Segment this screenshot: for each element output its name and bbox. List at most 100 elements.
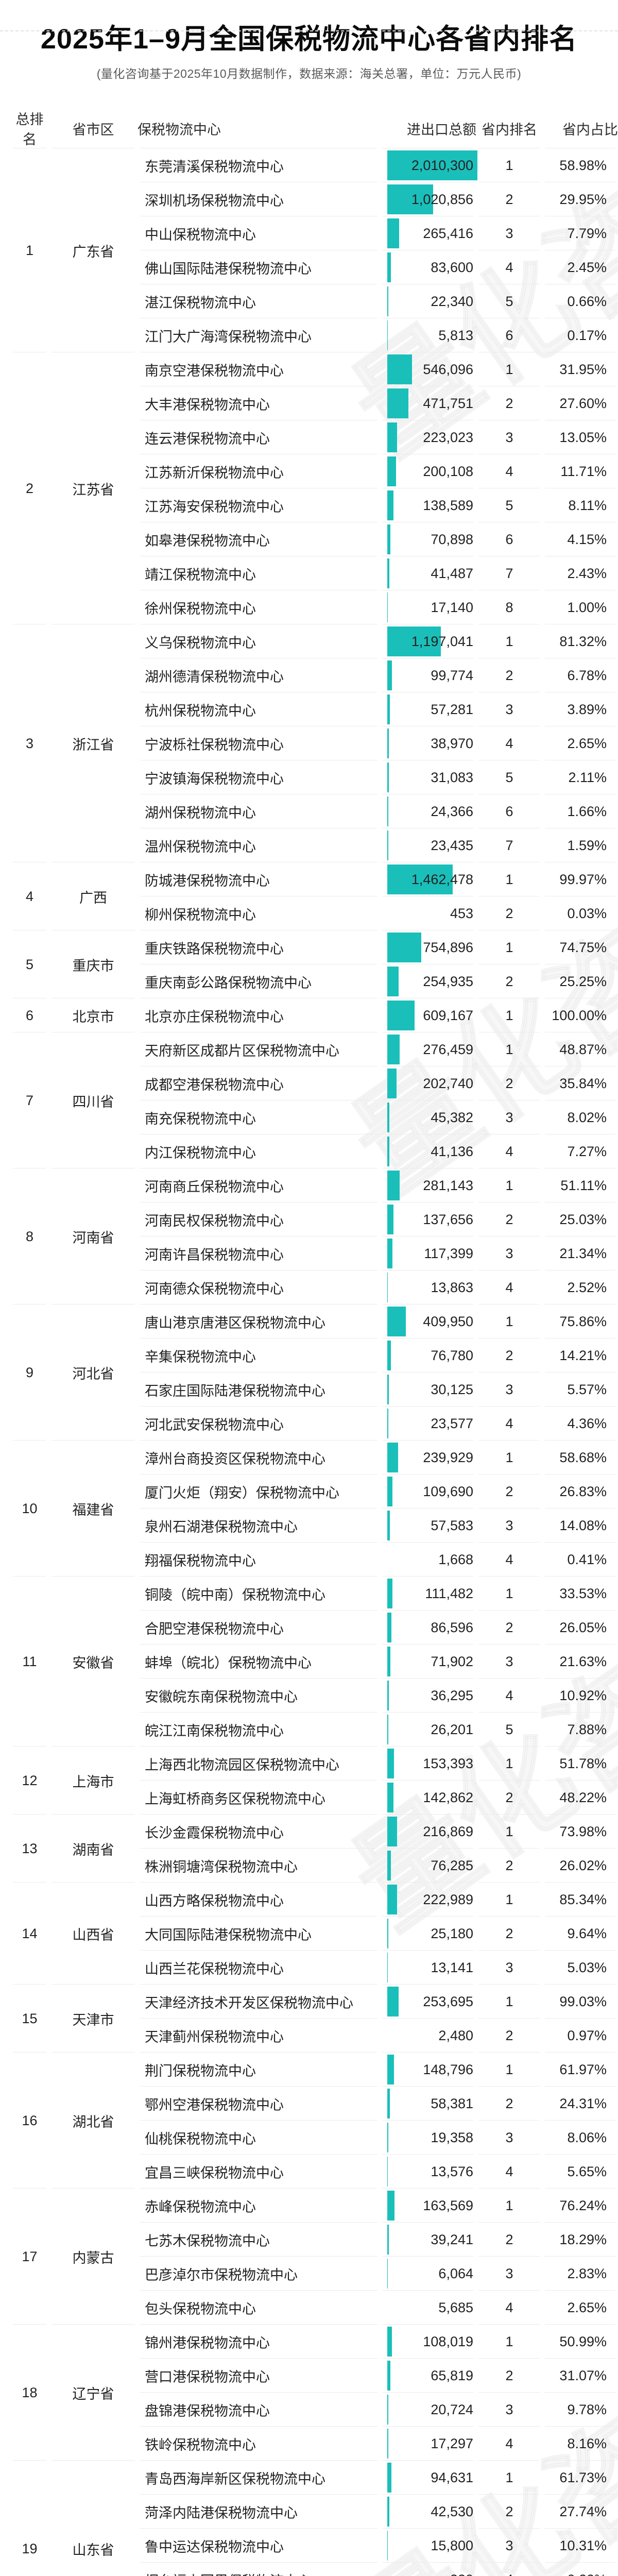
trade-value-text: 281,143 [423, 1177, 473, 1193]
table-row: 厦门火炬（翔安）保税物流中心 109,690 2 26.83% [10, 1475, 618, 1509]
center-name-cell: 湖州保税物流中心 [138, 794, 380, 828]
province-share-cell: 61.97% [542, 2053, 618, 2087]
trade-value-text: 30,125 [431, 1381, 473, 1397]
table-row: 8 河南省 河南商丘保税物流中心 281,143 1 51.11% [10, 1168, 618, 1304]
center-name-cell: 温州保税物流中心 [138, 828, 380, 862]
province-share-cell: 27.60% [542, 386, 618, 420]
table-row: 七苏木保税物流中心 39,241 2 18.29% [10, 2223, 618, 2257]
overall-rank-cell: 7 [10, 1032, 49, 1168]
trade-value-text: 5,685 [438, 2299, 473, 2315]
province-share-cell: 61.73% [542, 2461, 618, 2495]
table-row: 天津蓟州保税物流中心 2,480 2 0.97% [10, 2019, 618, 2053]
province-share-cell: 29.95% [542, 182, 618, 216]
center-name-cell: 唐山港京唐港区保税物流中心 [138, 1304, 380, 1338]
province-rank-cell: 4 [476, 1134, 542, 1168]
trade-value-cell: 58,381 [380, 2087, 476, 2121]
value-bar [387, 456, 396, 486]
trade-value-text: 57,281 [431, 701, 473, 717]
value-bar [387, 2327, 392, 2357]
province-rank-cell: 4 [476, 2155, 542, 2189]
trade-value-cell: 137,656 [380, 1202, 476, 1236]
value-bar [387, 490, 393, 520]
center-name-cell: 铁岭保税物流中心 [138, 2427, 380, 2461]
value-bar [387, 1953, 388, 1982]
value-bar [387, 1035, 400, 1064]
overall-rank-cell: 16 [10, 2053, 49, 2189]
trade-value-cell: 22,340 [380, 284, 476, 318]
trade-value-cell: 754,896 [380, 930, 476, 964]
trade-value-cell: 70,898 [380, 522, 476, 556]
trade-value-text: 1,462,478 [411, 871, 473, 887]
province-share-cell: 31.95% [542, 352, 618, 386]
province-rank-cell: 3 [476, 1236, 542, 1270]
value-bar [387, 626, 441, 656]
province-share-cell: 7.88% [542, 1713, 618, 1747]
table-row: 大同国际陆港保税物流中心 25,180 2 9.64% [10, 1917, 618, 1951]
value-bar [387, 1171, 400, 1200]
table-row: 菏泽内陆港保税物流中心 42,530 2 27.74% [10, 2495, 618, 2529]
province-rank-cell: 1 [476, 1883, 542, 1917]
province-share-cell: 50.99% [542, 2325, 618, 2359]
province-rank-cell: 7 [476, 556, 542, 590]
value-bar [387, 2123, 388, 2153]
trade-value-cell: 202,740 [380, 1066, 476, 1100]
trade-value-text: 223,023 [423, 429, 473, 445]
province-share-cell: 26.83% [542, 1475, 618, 1509]
trade-value-text: 45,382 [431, 1109, 473, 1125]
province-cell: 河北省 [49, 1304, 138, 1440]
value-bar [387, 2531, 388, 2561]
center-name-cell: 连云港保税物流中心 [138, 420, 380, 454]
table-row: 14 山西省 山西方略保税物流中心 222,989 1 85.34% [10, 1883, 618, 1985]
overall-rank-cell: 17 [10, 2189, 49, 2325]
trade-value-text: 13,141 [431, 1959, 473, 1975]
province-share-cell: 0.17% [542, 318, 618, 352]
trade-value-text: 253,695 [423, 1993, 473, 2009]
trade-value-text: 2,010,300 [411, 157, 473, 173]
center-name-cell: 烟台福山回里保税物流中心 [138, 2563, 380, 2576]
province-rank-cell: 1 [476, 352, 542, 386]
table-row: 深圳机场保税物流中心 1,020,856 2 29.95% [10, 182, 618, 216]
table-row: 16 湖北省 荆门保税物流中心 148,796 1 61.97% [10, 2053, 618, 2189]
province-cell: 江苏省 [49, 352, 138, 624]
province-rank-cell: 1 [476, 1032, 542, 1066]
province-rank-cell: 2 [476, 2019, 542, 2053]
trade-value-cell: 453 [380, 896, 476, 930]
overall-rank-cell: 8 [10, 1168, 49, 1304]
value-bar [387, 1375, 389, 1404]
province-rank-cell: 1 [476, 862, 542, 896]
trade-value-text: 137,656 [423, 1211, 473, 1227]
trade-value-text: 36,295 [431, 1687, 473, 1703]
table-row: 铁岭保税物流中心 17,297 4 8.16% [10, 2427, 618, 2461]
col-header-province: 省市区 [49, 108, 138, 148]
value-bar [387, 1681, 389, 1710]
province-share-cell: 51.11% [542, 1168, 618, 1202]
table-row: 9 河北省 唐山港京唐港区保税物流中心 409,950 1 75.86% [10, 1304, 618, 1440]
province-share-cell: 9.78% [542, 2393, 618, 2427]
value-bar [387, 1783, 393, 1812]
province-share-cell: 26.05% [542, 1611, 618, 1645]
table-row: 辛集保税物流中心 76,780 2 14.21% [10, 1338, 618, 1372]
province-rank-cell: 2 [476, 1781, 542, 1815]
province-cell: 山西省 [49, 1883, 138, 1985]
trade-value-cell: 20,724 [380, 2393, 476, 2427]
province-rank-cell: 3 [476, 420, 542, 454]
value-bar [387, 2259, 388, 2289]
trade-value-text: 76,780 [431, 1347, 473, 1363]
center-name-cell: 义乌保税物流中心 [138, 624, 380, 658]
province-rank-cell: 2 [476, 1475, 542, 1509]
value-bar [387, 354, 412, 384]
province-share-cell: 51.78% [542, 1747, 618, 1781]
value-bar [387, 558, 389, 588]
trade-value-cell: 25,180 [380, 1917, 476, 1951]
province-share-cell: 75.86% [542, 1304, 618, 1338]
center-name-cell: 泉州石湖港保税物流中心 [138, 1509, 380, 1543]
trade-value-text: 22,340 [431, 293, 473, 309]
trade-value-cell: 223,023 [380, 420, 476, 454]
value-bar [387, 2361, 390, 2391]
table-row: 湖州保税物流中心 24,366 6 1.66% [10, 794, 618, 828]
province-share-cell: 0.66% [542, 284, 618, 318]
trade-value-cell: 117,399 [380, 1236, 476, 1270]
overall-rank-cell: 10 [10, 1440, 49, 1577]
province-share-cell: 1.59% [542, 828, 618, 862]
overall-rank-cell: 15 [10, 1985, 49, 2053]
